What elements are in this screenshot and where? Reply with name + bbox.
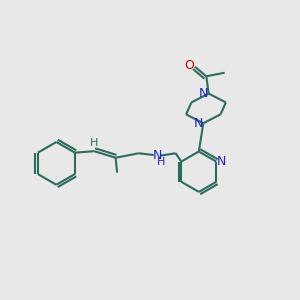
Text: O: O — [185, 59, 195, 72]
Text: N: N — [193, 117, 203, 130]
Text: H: H — [157, 157, 165, 167]
Text: H: H — [89, 138, 98, 148]
Text: N: N — [217, 155, 226, 168]
Text: N: N — [153, 149, 162, 162]
Text: N: N — [199, 87, 208, 100]
